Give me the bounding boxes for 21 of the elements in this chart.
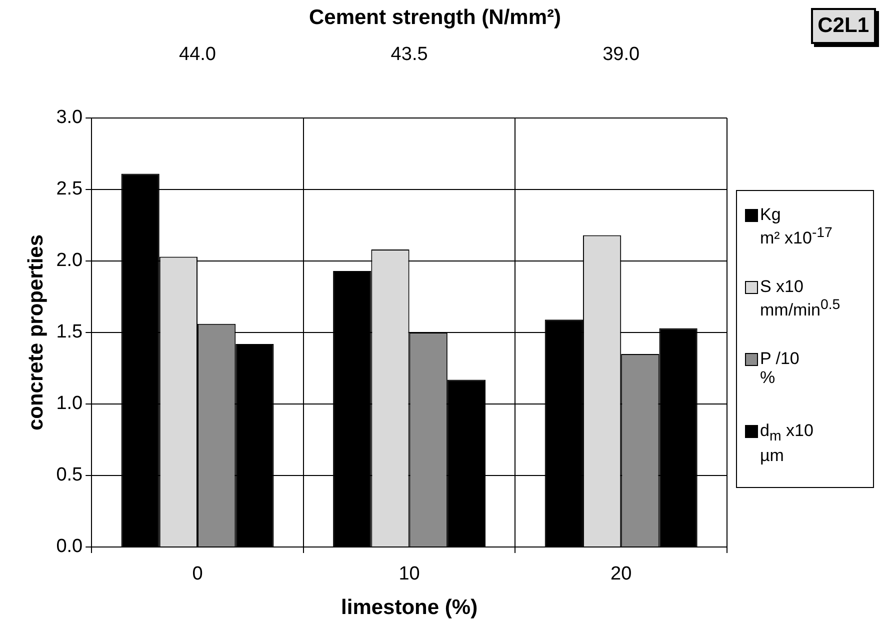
x-tick-label: 20 — [610, 564, 632, 585]
x-tick-label: 0 — [192, 564, 203, 585]
legend-label: P /10 % — [760, 349, 800, 387]
y-tick-label: 0.0 — [56, 536, 83, 558]
legend-label: d$_{m}$ x10 µm — [760, 421, 814, 466]
text: 39.0 — [602, 44, 640, 66]
text: 44.0 — [179, 44, 216, 66]
y-tick-label: 3.0 — [56, 107, 83, 128]
text: C2L1 — [810, 8, 876, 44]
y-axis-title: concrete properties — [24, 234, 48, 431]
legend-label: Kg m² x10$^{-17}$ — [760, 205, 832, 248]
y-tick-label: 0.5 — [56, 464, 83, 486]
y-tick-label: 1.0 — [56, 393, 83, 414]
legend-label: S x10 mm/min$^{0.5}$ — [760, 277, 840, 320]
x-axis-title: limestone (%) — [341, 596, 478, 620]
text: 43.5 — [390, 44, 428, 66]
y-tick-label: 1.5 — [56, 322, 83, 343]
y-tick-label: 2.0 — [56, 250, 83, 272]
x-tick-label: 10 — [398, 564, 420, 585]
x2-axis-title: Cement strength (N/mm²) — [308, 6, 562, 30]
y-tick-label: 2.5 — [56, 178, 83, 200]
